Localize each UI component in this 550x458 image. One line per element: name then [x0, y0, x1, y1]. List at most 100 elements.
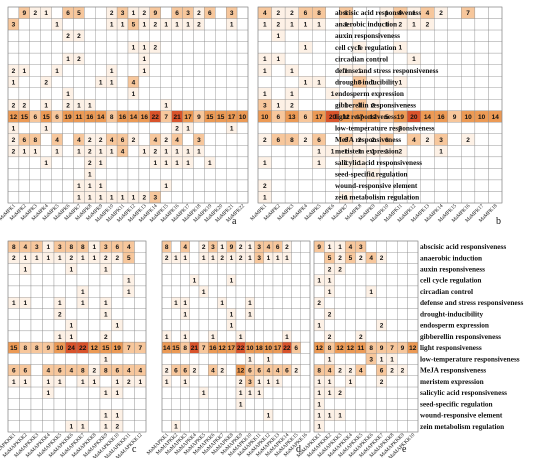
heatmap-cell: [180, 274, 190, 287]
cell-value-label: 1: [121, 22, 125, 29]
cell-value-label: 6: [12, 368, 16, 375]
heatmap-cell: [386, 308, 398, 320]
heatmap-cell: [461, 145, 476, 158]
heatmap-cell: [161, 420, 172, 433]
cell-value-label: 1: [99, 148, 103, 155]
cell-value-label: 1: [23, 379, 27, 386]
heatmap-cell: [284, 76, 299, 88]
heatmap-cell: [215, 156, 227, 169]
heatmap-cell: [474, 87, 489, 100]
cell-value-label: 3: [263, 102, 267, 109]
heatmap-cell: [282, 274, 292, 287]
heatmap-cell: [263, 319, 274, 332]
cell-value-label: 11: [357, 345, 364, 352]
heatmap-cell: [254, 420, 264, 433]
heatmap-cell: [291, 420, 301, 433]
heatmap-cell: [420, 168, 435, 181]
heatmap-cell: [193, 41, 205, 54]
cell-value-label: 20: [329, 114, 337, 121]
heatmap-cell: [272, 398, 283, 410]
cell-value-label: 1: [211, 255, 215, 262]
cell-value-label: 3: [257, 244, 261, 251]
heatmap-cell: [272, 386, 283, 399]
element-label: gibberellin responsiveness: [335, 100, 416, 109]
heatmap-cell: [106, 122, 118, 134]
heatmap-cell: [65, 285, 78, 298]
heatmap-cell: [271, 64, 286, 77]
cell-value-label: 1: [317, 390, 321, 397]
cell-value-label: 1: [164, 183, 168, 190]
cell-value-label: 1: [183, 311, 187, 318]
heatmap-cell: [7, 29, 20, 42]
heatmap-cell: [397, 330, 408, 343]
cell-value-label: 1: [257, 379, 261, 386]
heatmap-cell: [208, 319, 218, 332]
heatmap-cell: [208, 308, 218, 320]
cell-value-label: 2: [399, 22, 403, 29]
cell-value-label: 1: [104, 390, 108, 397]
cell-value-label: 1: [248, 244, 252, 251]
heatmap-cell: [42, 285, 55, 298]
heatmap-cell: [376, 409, 387, 421]
heatmap-cell: [271, 191, 286, 204]
heatmap-cell: [127, 64, 140, 77]
cell-value-label: 6: [380, 368, 384, 375]
heatmap-cell: [18, 87, 30, 100]
heatmap-cell: [397, 375, 408, 388]
cell-value-label: 9: [153, 10, 157, 17]
cell-value-label: 1: [143, 22, 147, 29]
heatmap-cell: [215, 168, 227, 181]
cell-value-label: 1: [164, 22, 168, 29]
heatmap-cell: [7, 168, 20, 181]
cell-value-label: 1: [23, 148, 27, 155]
heatmap-cell: [171, 308, 181, 320]
heatmap-cell: [88, 319, 101, 332]
heatmap-cell: [149, 87, 161, 100]
heatmap-cell: [254, 263, 264, 275]
cell-value-label: 17: [228, 114, 236, 121]
heatmap-cell: [116, 29, 129, 42]
cell-value-label: 1: [77, 183, 81, 190]
heatmap-cell: [42, 308, 55, 320]
heatmap-cell: [365, 319, 377, 332]
heatmap-cell: [180, 398, 190, 410]
heatmap-cell: [30, 285, 43, 298]
heatmap-cell: [204, 76, 216, 88]
heatmap-cell: [312, 168, 326, 181]
cell-value-label: 4: [46, 368, 50, 375]
cell-value-label: 2: [193, 368, 197, 375]
heatmap-cell: [236, 168, 249, 181]
heatmap-cell: [106, 156, 118, 169]
heatmap-cell: [407, 263, 419, 275]
cell-value-label: 1: [77, 195, 81, 202]
heatmap-cell: [236, 87, 249, 100]
heatmap-cell: [355, 274, 367, 287]
element-label: low-temperature responsiveness: [335, 123, 435, 132]
heatmap-cell: [7, 191, 20, 204]
heatmap-cell: [334, 330, 346, 343]
heatmap-cell: [291, 319, 301, 332]
heatmap-cell: [284, 156, 299, 169]
heatmap-cell: [62, 18, 74, 31]
heatmap-cell: [189, 240, 200, 253]
heatmap-cell: [127, 122, 140, 134]
heatmap-cell: [40, 18, 52, 31]
heatmap-cell: [180, 319, 190, 332]
heatmap-cell: [386, 263, 398, 275]
heatmap-cell: [447, 6, 462, 19]
cell-value-label: 2: [12, 102, 16, 109]
heatmap-cell: [447, 76, 462, 88]
cell-value-label: 2: [88, 137, 92, 144]
cell-value-label: 1: [230, 255, 234, 262]
heatmap-cell: [18, 52, 30, 65]
heatmap-cell: [386, 240, 398, 253]
heatmap-cell: [488, 18, 503, 31]
cell-value-label: 2: [371, 137, 375, 144]
heatmap-cell: [434, 156, 448, 169]
heatmap-cell: [215, 29, 227, 42]
heatmap-cell: [235, 297, 246, 309]
heatmap-cell: [236, 29, 249, 42]
cell-value-label: 2: [220, 368, 224, 375]
cell-value-label: 6: [285, 368, 289, 375]
element-label: salicylic acid responsiveness: [420, 388, 507, 397]
